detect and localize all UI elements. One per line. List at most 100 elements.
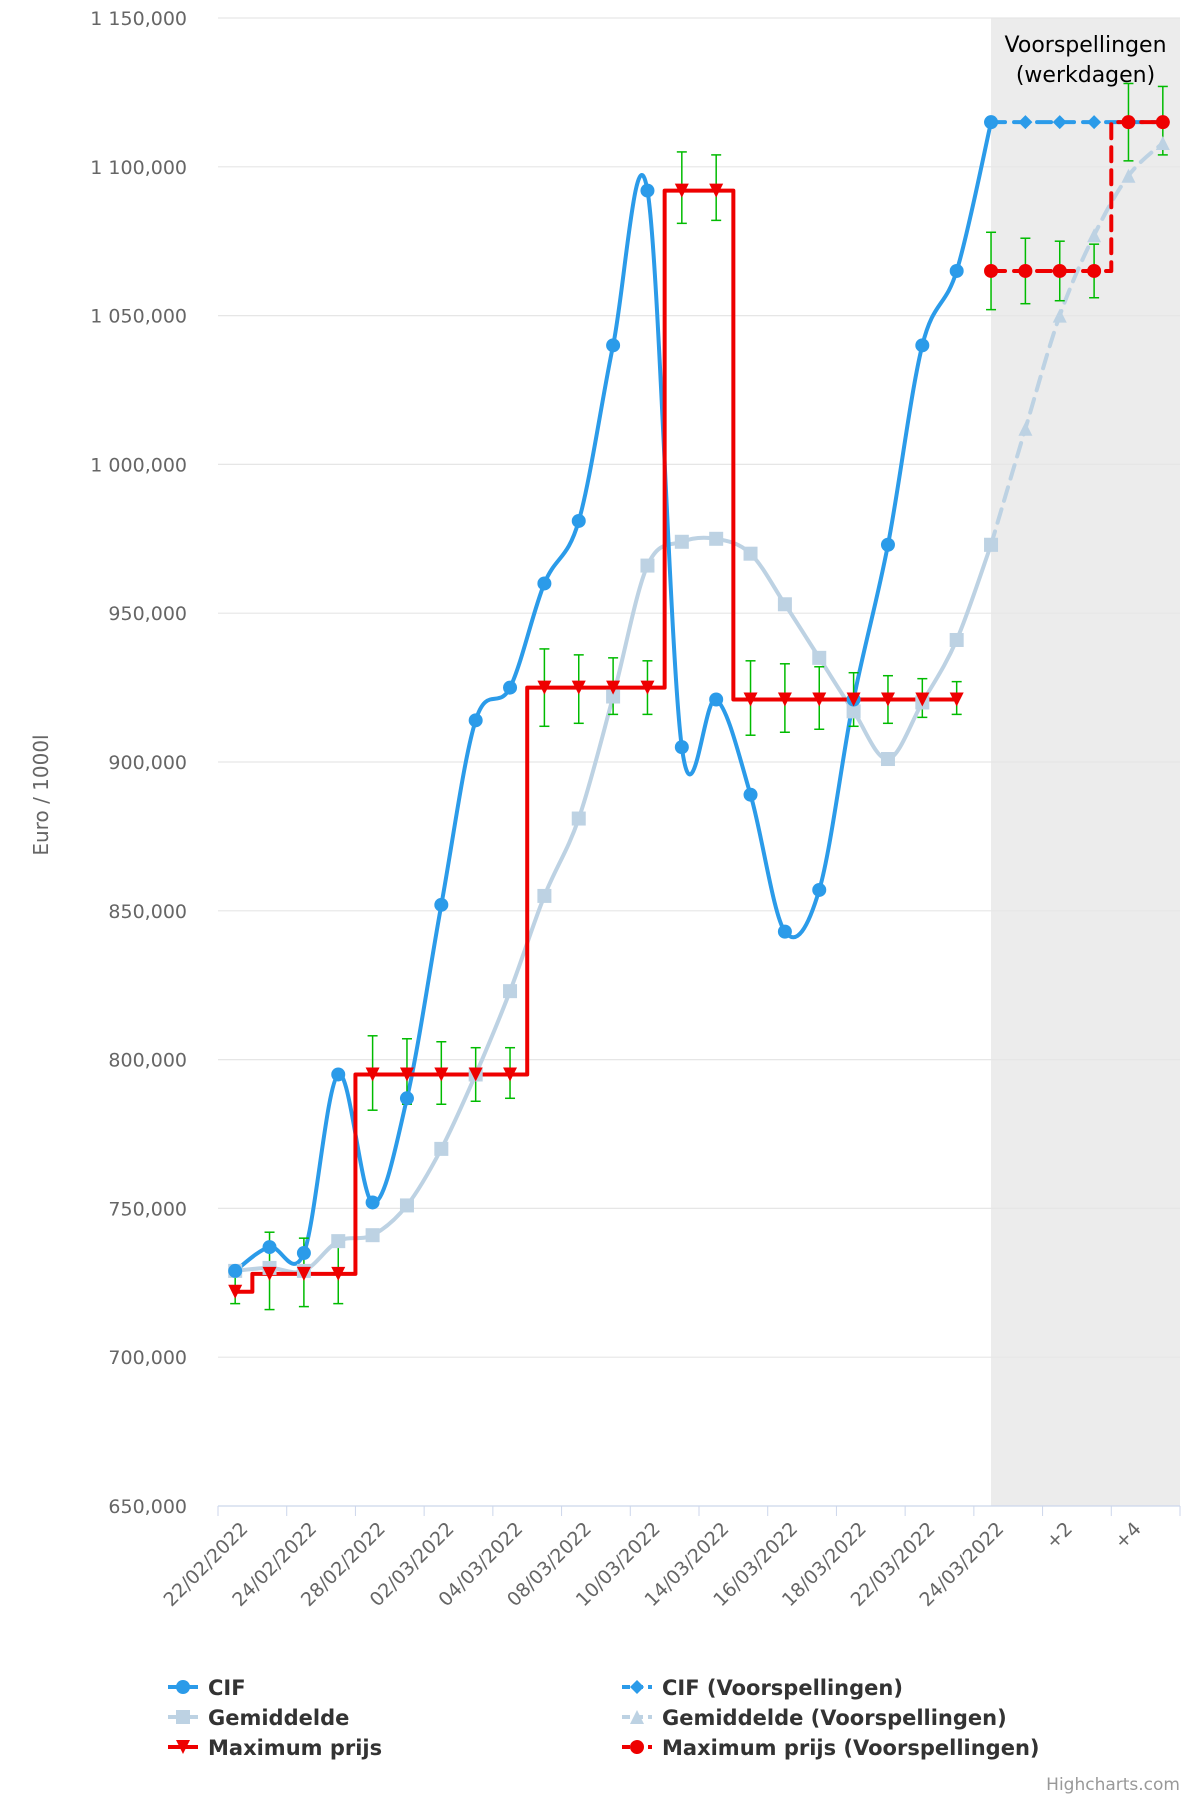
data-point bbox=[674, 740, 689, 755]
legend-label: Gemiddelde (Voorspellingen) bbox=[662, 1706, 1007, 1730]
data-point bbox=[228, 1284, 243, 1299]
y-axis-ticks: 650,000 700,000 750,000 800,000 850,000 900,0… bbox=[90, 8, 187, 1518]
legend-symbol bbox=[630, 1710, 644, 1724]
data-point bbox=[537, 680, 552, 695]
legend-label: CIF (Voorspellingen) bbox=[662, 1676, 903, 1700]
y-tick-label: 1 150,000 bbox=[90, 8, 187, 30]
data-point bbox=[537, 888, 552, 903]
data-point bbox=[1018, 421, 1033, 436]
data-point bbox=[1087, 228, 1102, 243]
data-point bbox=[1155, 135, 1170, 150]
data-point bbox=[537, 576, 552, 591]
legend-item[interactable]: CIF bbox=[168, 1676, 246, 1700]
data-point bbox=[915, 338, 930, 353]
data-point bbox=[503, 984, 518, 999]
legend-label: Maximum prijs bbox=[208, 1736, 382, 1760]
data-point bbox=[365, 1228, 380, 1243]
data-point bbox=[262, 1266, 277, 1281]
legend-item[interactable]: CIF (Voorspellingen) bbox=[622, 1676, 903, 1700]
data-point bbox=[984, 537, 999, 552]
data-point bbox=[606, 689, 621, 704]
data-point bbox=[846, 692, 861, 707]
data-point bbox=[674, 183, 689, 198]
data-point bbox=[1052, 308, 1067, 323]
data-point bbox=[1018, 115, 1033, 130]
y-tick-label: 1 100,000 bbox=[90, 157, 187, 179]
data-point bbox=[709, 183, 724, 198]
data-point bbox=[640, 680, 655, 695]
data-point bbox=[984, 263, 999, 278]
data-point bbox=[640, 558, 655, 573]
data-point bbox=[365, 1067, 380, 1082]
data-point bbox=[503, 680, 518, 695]
legend-symbol bbox=[176, 1710, 190, 1724]
y-tick-label: 850,000 bbox=[108, 901, 187, 923]
data-point bbox=[949, 692, 964, 707]
forecast-band-label: Voorspellingen bbox=[1005, 33, 1167, 58]
data-point bbox=[1052, 263, 1067, 278]
data-point bbox=[571, 811, 586, 826]
data-point bbox=[984, 115, 999, 130]
forecast-band-sublabel: (werkdagen) bbox=[1016, 63, 1155, 88]
legend-symbol bbox=[630, 1680, 644, 1694]
data-point bbox=[777, 924, 792, 939]
data-point bbox=[709, 531, 724, 546]
data-point bbox=[606, 680, 621, 695]
data-point bbox=[296, 1266, 311, 1281]
data-point bbox=[812, 692, 827, 707]
data-point bbox=[812, 882, 827, 897]
data-point bbox=[640, 183, 655, 198]
credits-link[interactable]: Highcharts.com bbox=[1046, 1775, 1180, 1795]
data-point bbox=[1121, 115, 1136, 130]
data-point bbox=[606, 338, 621, 353]
markers bbox=[228, 115, 1170, 1299]
y-tick-label: 650,000 bbox=[108, 1496, 187, 1518]
legend-label: Maximum prijs (Voorspellingen) bbox=[662, 1736, 1040, 1760]
data-point bbox=[812, 650, 827, 665]
data-point bbox=[1121, 168, 1136, 183]
y-tick-label: 950,000 bbox=[108, 603, 187, 625]
legend-item[interactable]: Gemiddelde (Voorspellingen) bbox=[622, 1706, 1007, 1730]
data-point bbox=[571, 680, 586, 695]
data-point bbox=[399, 1091, 414, 1106]
y-tick-label: 1 000,000 bbox=[90, 454, 187, 476]
data-point bbox=[571, 513, 586, 528]
data-point bbox=[434, 1141, 449, 1156]
legend[interactable]: CIF Gemiddelde Maximum prijs CIF (Voorspell… bbox=[168, 1676, 1040, 1760]
data-point bbox=[1155, 115, 1170, 130]
data-point bbox=[365, 1195, 380, 1210]
y-tick-label: 1 050,000 bbox=[90, 306, 187, 328]
data-point bbox=[1018, 263, 1033, 278]
data-point bbox=[503, 1067, 518, 1082]
data-point bbox=[949, 263, 964, 278]
data-point bbox=[743, 692, 758, 707]
data-point bbox=[777, 597, 792, 612]
y-tick-label: 750,000 bbox=[108, 1198, 187, 1220]
legend-label: CIF bbox=[208, 1676, 246, 1700]
y-axis-title: Euro / 1000l bbox=[29, 734, 53, 855]
legend-item[interactable]: Maximum prijs (Voorspellingen) bbox=[622, 1736, 1040, 1760]
data-point bbox=[743, 787, 758, 802]
data-point bbox=[709, 692, 724, 707]
data-point bbox=[331, 1266, 346, 1281]
data-point bbox=[434, 1067, 449, 1082]
y-tick-label: 700,000 bbox=[108, 1347, 187, 1369]
data-point bbox=[1052, 115, 1067, 130]
data-point bbox=[331, 1234, 346, 1249]
legend-label: Gemiddelde bbox=[208, 1706, 349, 1730]
legend-item[interactable]: Gemiddelde bbox=[168, 1706, 349, 1730]
data-point bbox=[674, 534, 689, 549]
data-point bbox=[880, 537, 895, 552]
data-point bbox=[468, 1067, 483, 1082]
data-point bbox=[880, 692, 895, 707]
data-point bbox=[949, 632, 964, 647]
legend-item[interactable]: Maximum prijs bbox=[168, 1736, 382, 1760]
data-point bbox=[468, 713, 483, 728]
legend-symbol bbox=[630, 1740, 644, 1754]
data-point bbox=[846, 704, 861, 719]
data-point bbox=[880, 752, 895, 767]
legend-symbol bbox=[176, 1740, 190, 1754]
data-point bbox=[296, 1246, 311, 1261]
